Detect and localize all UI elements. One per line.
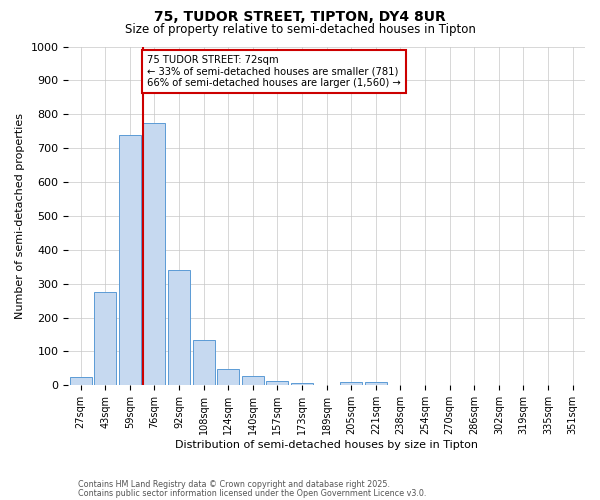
Text: 75 TUDOR STREET: 72sqm
← 33% of semi-detached houses are smaller (781)
66% of se: 75 TUDOR STREET: 72sqm ← 33% of semi-det… bbox=[147, 55, 401, 88]
Text: 75, TUDOR STREET, TIPTON, DY4 8UR: 75, TUDOR STREET, TIPTON, DY4 8UR bbox=[154, 10, 446, 24]
Bar bbox=[365, 382, 387, 386]
Bar bbox=[143, 122, 166, 386]
Bar bbox=[291, 382, 313, 386]
Text: Size of property relative to semi-detached houses in Tipton: Size of property relative to semi-detach… bbox=[125, 22, 475, 36]
Bar bbox=[340, 382, 362, 386]
Bar bbox=[70, 377, 92, 386]
X-axis label: Distribution of semi-detached houses by size in Tipton: Distribution of semi-detached houses by … bbox=[175, 440, 478, 450]
Bar bbox=[94, 292, 116, 386]
Bar bbox=[266, 381, 289, 386]
Bar bbox=[168, 270, 190, 386]
Text: Contains public sector information licensed under the Open Government Licence v3: Contains public sector information licen… bbox=[78, 488, 427, 498]
Bar bbox=[193, 340, 215, 386]
Text: Contains HM Land Registry data © Crown copyright and database right 2025.: Contains HM Land Registry data © Crown c… bbox=[78, 480, 390, 489]
Y-axis label: Number of semi-detached properties: Number of semi-detached properties bbox=[15, 113, 25, 319]
Bar bbox=[242, 376, 264, 386]
Bar bbox=[119, 134, 141, 386]
Bar bbox=[217, 370, 239, 386]
